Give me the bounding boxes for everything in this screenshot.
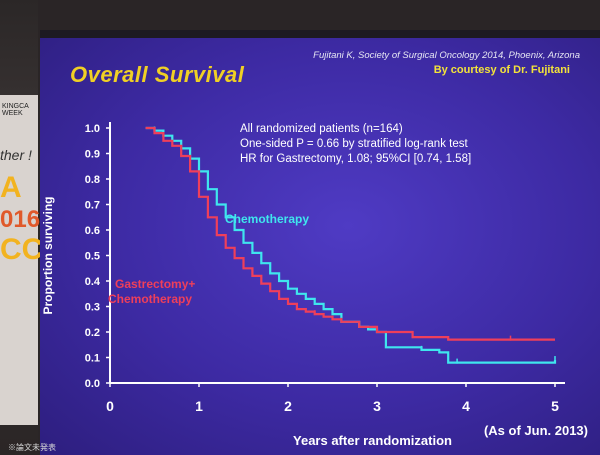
y-tick-label: 1.0 (85, 123, 100, 135)
y-tick-label: 0.3 (85, 302, 100, 314)
banner-letter-cc: CC (0, 233, 44, 266)
survival-chart: 0.00.10.20.30.40.50.60.70.80.91.00 1 2 3 4 5 … (41, 122, 588, 448)
banner-year: 016 (0, 206, 41, 233)
y-tick-label: 0.4 (85, 276, 101, 288)
y-axis-label: Proportion surviving (41, 196, 55, 314)
series-label-line: Chemotherapy (108, 292, 192, 306)
survival-curve-chemotherapy (145, 126, 557, 364)
chart-series (145, 126, 557, 364)
y-tick-label: 0.2 (85, 327, 100, 339)
chart-ticks: 0.0 0.1 0.2 0.3 0.4 0.5 0.6 0.7 0.8 0.9 1.0 0 1 2 3 4 5 (85, 123, 559, 414)
y-tick-label: 0.8 (85, 174, 100, 186)
stats-line: One-sided P = 0.66 by stratified log-ran… (240, 138, 468, 150)
event-banner: KINGCA WEEK ther ! A 016 CC (0, 95, 43, 425)
screen-frame (40, 30, 600, 40)
y-tick-label: 0.5 (85, 251, 100, 263)
series-label-chemotherapy: Chemotherapy (225, 212, 309, 226)
as-of-note: (As of Jun. 2013) (484, 423, 588, 438)
stats-line: All randomized patients (n=164) (240, 123, 403, 135)
footnote: ※論文未発表 (8, 443, 56, 452)
survival-curve-gastrectomy (145, 126, 555, 341)
y-tick-label: 0.9 (85, 149, 100, 161)
citation: Fujitani K, Society of Surgical Oncology… (313, 50, 580, 61)
banner-letter-a: A (0, 171, 22, 204)
y-tick-label: 0.1 (85, 353, 100, 365)
x-axis-label: Years after randomization (293, 433, 452, 448)
x-tick-label: 3 (373, 398, 381, 414)
banner-script: ther ! (0, 147, 32, 163)
presentation-slide: Fujitani K, Society of Surgical Oncology… (40, 38, 600, 455)
banner-line: KINGCA WEEK (2, 103, 29, 117)
courtesy-note: By courtesy of Dr. Fujitani (433, 64, 570, 76)
chart-axes (109, 122, 565, 384)
x-tick-label: 1 (195, 398, 203, 414)
y-tick-label: 0.6 (85, 225, 100, 237)
x-tick-label: 5 (551, 398, 559, 414)
series-label-line: Gastrectomy+ (115, 277, 195, 291)
y-tick-label: 0.7 (85, 200, 100, 212)
x-tick-label: 0 (106, 398, 114, 414)
x-tick-label: 4 (462, 398, 470, 414)
y-tick-label: 0.0 (85, 378, 100, 390)
slide-title: Overall Survival (70, 62, 245, 87)
stats-line: HR for Gastrectomy, 1.08; 95%CI [0.74, 1… (240, 153, 472, 165)
series-label-gastrectomy: Gastrectomy+Chemotherapy (108, 277, 195, 306)
x-tick-label: 2 (284, 398, 292, 414)
stats-block: All randomized patients (n=164) One-side… (240, 122, 471, 167)
